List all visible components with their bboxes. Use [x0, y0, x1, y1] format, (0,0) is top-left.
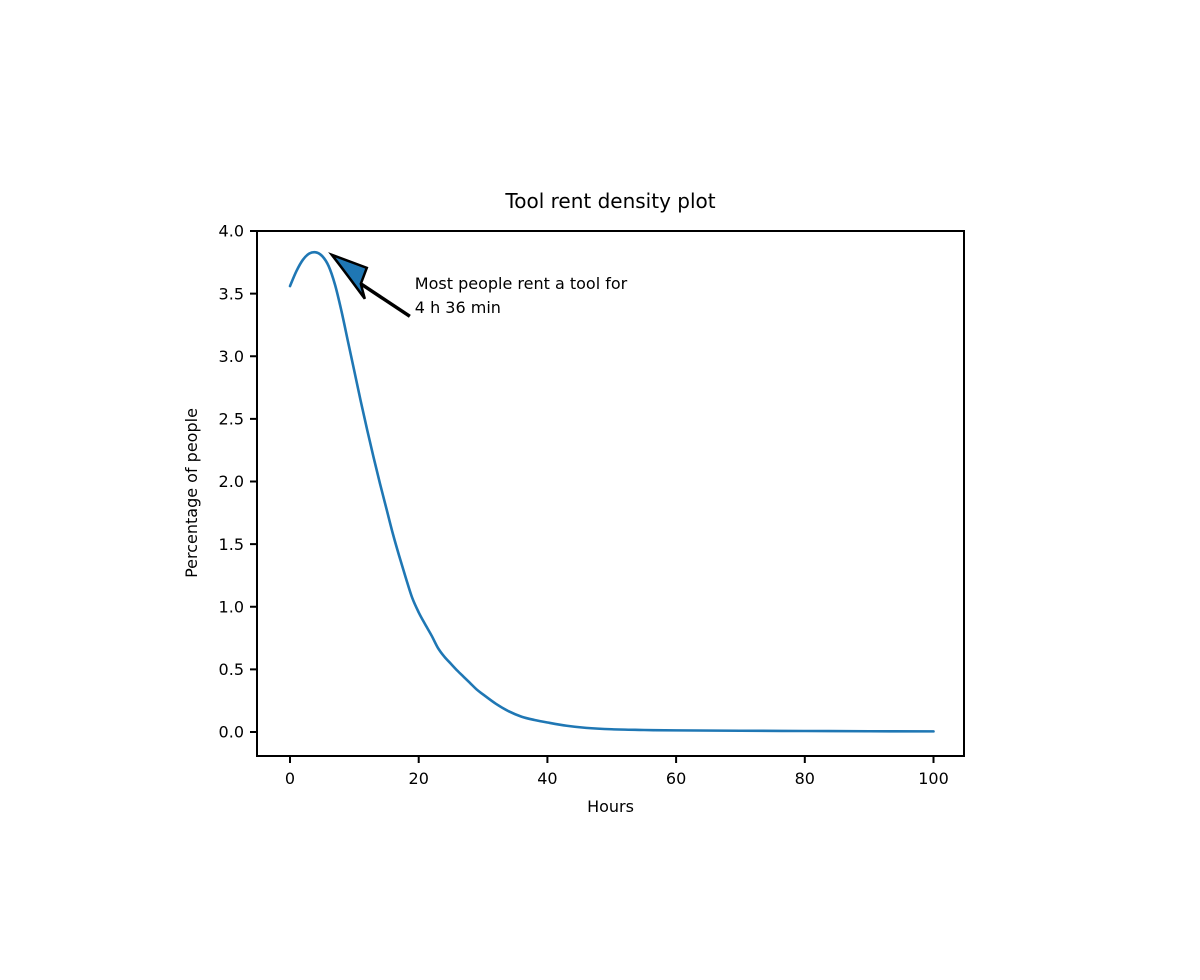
x-tick-label: 60 — [666, 769, 686, 788]
y-tick-label: 2.0 — [219, 472, 244, 491]
y-tick-label: 1.5 — [219, 535, 244, 554]
y-tick-label: 1.0 — [219, 597, 244, 616]
annotation-arrow-head — [328, 252, 369, 300]
x-tick-label: 80 — [795, 769, 815, 788]
y-tick-label: 0.0 — [219, 723, 244, 742]
x-tick-label: 20 — [409, 769, 429, 788]
annotation-text: Most people rent a tool for 4 h 36 min — [414, 274, 628, 318]
y-tick-label: 4.0 — [219, 222, 244, 241]
axes-border — [256, 230, 965, 757]
y-tick-label: 3.5 — [219, 284, 244, 303]
y-tick-label: 0.5 — [219, 660, 244, 679]
y-axis-label: Percentage of people — [182, 408, 201, 578]
y-tick-label: 3.0 — [219, 347, 244, 366]
chart-title: Tool rent density plot — [505, 189, 716, 213]
y-tick-label: 2.5 — [219, 410, 244, 429]
x-axis-label: Hours — [587, 797, 634, 816]
density-curve — [288, 250, 935, 733]
x-tick-label: 40 — [537, 769, 557, 788]
x-tick-label: 0 — [285, 769, 295, 788]
x-tick-label: 100 — [918, 769, 949, 788]
annotation-arrow-tail — [359, 282, 411, 318]
